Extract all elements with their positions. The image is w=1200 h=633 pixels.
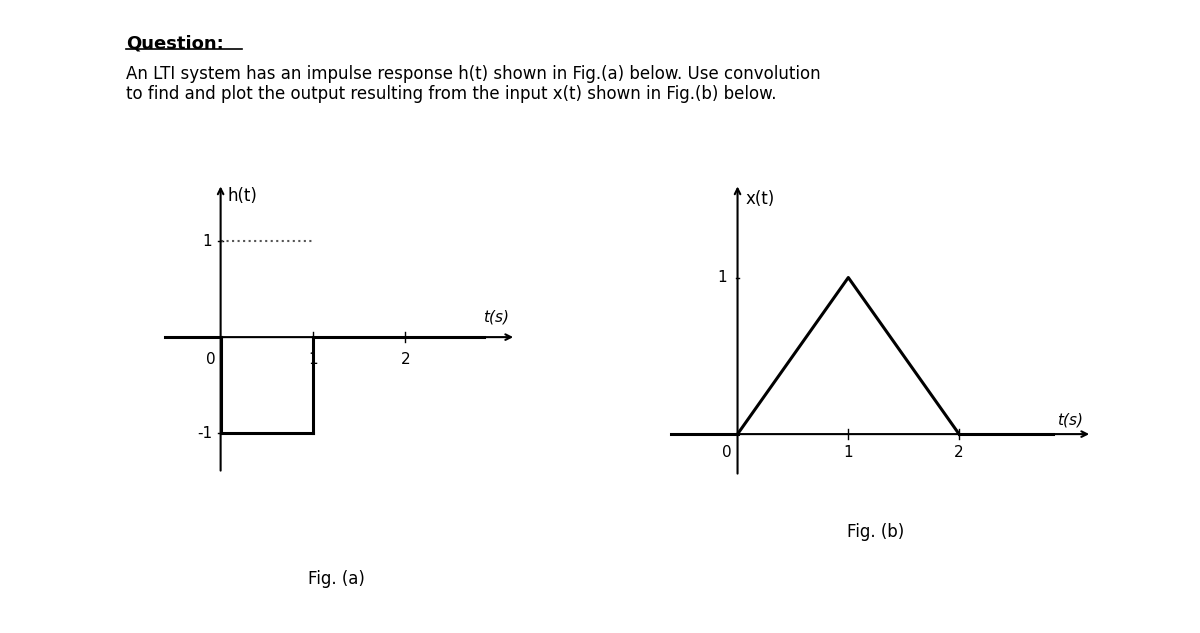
Text: h(t): h(t) [227,187,257,206]
Text: t(s): t(s) [1057,413,1084,428]
Text: Question:: Question: [126,35,223,53]
Text: 1: 1 [308,353,318,368]
Text: to find and plot the output resulting from the input x(t) shown in Fig.(b) below: to find and plot the output resulting fr… [126,85,776,103]
Text: 2: 2 [401,353,410,368]
Text: 1: 1 [844,445,853,460]
Text: Fig. (a): Fig. (a) [307,570,365,588]
Text: 1: 1 [203,234,212,249]
Text: 0: 0 [722,445,732,460]
Text: t(s): t(s) [482,310,509,325]
Text: 0: 0 [206,353,216,368]
Text: 1: 1 [716,270,726,285]
Text: -1: -1 [197,425,212,441]
Text: x(t): x(t) [745,190,774,208]
Text: Fig. (b): Fig. (b) [847,523,905,541]
Text: 2: 2 [954,445,964,460]
Text: An LTI system has an impulse response h(t) shown in Fig.(a) below. Use convoluti: An LTI system has an impulse response h(… [126,65,821,82]
